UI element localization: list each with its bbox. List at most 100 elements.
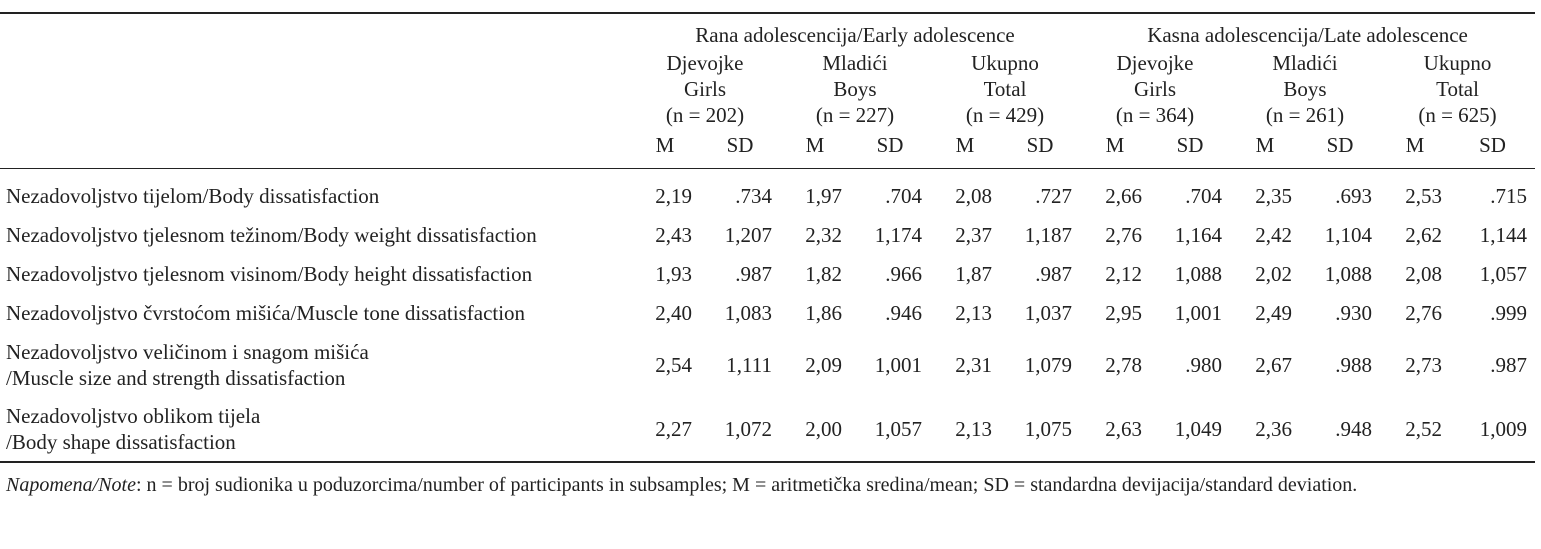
sd-cell: .966 [885,262,922,286]
subgroup-label-en: Total [1436,77,1479,101]
sd-cell: 1,072 [724,417,772,441]
row-label-line: Nezadovoljstvo oblikom tijela [6,404,261,428]
mean-cell: 2,12 [1105,262,1142,286]
mean-cell: 2,73 [1405,353,1442,377]
sd-cell: 1,104 [1324,223,1372,247]
sd-cell: 1,111 [726,353,772,377]
sd-cell: 1,187 [1024,223,1072,247]
mean-cell: 2,66 [1105,184,1142,208]
mean-header: M [780,128,850,169]
sd-cell: 1,088 [1174,262,1222,286]
group-header-late: Kasna adolescencija/Late adolescence [1147,23,1468,47]
table-row: Nezadovoljstvo veličinom i snagom mišića… [0,333,1535,397]
mean-cell: 2,53 [1405,184,1442,208]
group-header-early: Rana adolescencija/Early adolescence [695,23,1015,47]
table-row: Nezadovoljstvo tjelesnom visinom/Body he… [0,255,1535,294]
sd-cell: 1,144 [1479,223,1528,247]
subgroup-label-en: Girls [684,77,726,101]
mean-cell: 2,27 [655,417,692,441]
group-header-row: Rana adolescencija/Early adolescence Kas… [0,13,1535,48]
mean-cell: 1,82 [805,262,842,286]
stat-header-row: M SD M SD M SD M SD M SD M SD [0,128,1536,169]
sd-cell: .946 [885,301,922,325]
row-label: Nezadovoljstvo tjelesnom težinom/Body we… [0,216,630,255]
mean-cell: 1,97 [805,184,842,208]
row-label: Nezadovoljstvo čvrstoćom mišića/Muscle t… [0,294,630,333]
mean-cell: 2,42 [1255,223,1292,247]
note-text: : n = broj sudionika u poduzorcima/numbe… [136,474,1358,496]
mean-header: M [1230,128,1300,169]
mean-cell: 2,36 [1255,417,1292,441]
sd-cell: .693 [1335,184,1372,208]
subgroup-label-hr: Djevojke [666,51,744,75]
row-label: Nezadovoljstvo tjelesnom visinom/Body he… [0,255,630,294]
sd-cell: .980 [1185,353,1222,377]
mean-cell: 2,31 [955,353,992,377]
subgroup-label-hr: Djevojke [1116,51,1194,75]
subgroup-label-en: Total [983,77,1027,101]
row-label-line: Nezadovoljstvo čvrstoćom mišića/Muscle t… [6,301,526,325]
sd-cell: 1,001 [874,353,922,377]
sd-cell: 1,207 [724,223,772,247]
sd-cell: .987 [1490,353,1528,377]
subgroup-label-hr: Ukupno [1423,51,1492,75]
table-note: Napomena/Note: n = broj sudionika u podu… [6,473,1536,497]
sd-cell: 1,001 [1174,301,1222,325]
empty-header-cell [0,13,630,48]
sd-cell: .727 [1035,184,1072,208]
sd-cell: .948 [1335,417,1372,441]
sd-cell: 1,057 [874,417,922,441]
sd-cell: 1,164 [1174,223,1222,247]
row-label-line: Nezadovoljstvo veličinom i snagom mišića [6,340,369,364]
mean-cell: 2,13 [955,417,992,441]
mean-cell: 2,08 [955,184,992,208]
sd-header: SD [700,128,780,169]
subgroup-n: (n = 227) [815,103,895,127]
data-table: Rana adolescencija/Early adolescence Kas… [0,12,1536,463]
sd-cell: .987 [735,262,772,286]
sd-cell: .704 [885,184,922,208]
empty-header-cell [0,48,630,128]
mean-cell: 1,93 [655,262,692,286]
sd-cell: 1,079 [1024,353,1072,377]
sd-cell: 1,088 [1324,262,1372,286]
table-body: Nezadovoljstvo tijelom/Body dissatisfact… [0,169,1535,463]
sd-cell: .987 [1035,262,1072,286]
mean-cell: 2,09 [805,353,842,377]
row-label-line: /Body shape dissatisfaction [6,430,236,454]
table-row: Nezadovoljstvo tijelom/Body dissatisfact… [0,169,1535,217]
row-label-line: Nezadovoljstvo tijelom/Body dissatisfact… [6,184,380,208]
mean-cell: 1,86 [805,301,842,325]
subgroup-header: Mladići Boys (n = 261) [1230,48,1380,128]
sd-cell: .999 [1490,301,1528,325]
sd-header: SD [1000,128,1080,169]
mean-cell: 2,67 [1255,353,1292,377]
sd-cell: 1,009 [1479,417,1528,441]
mean-cell: 2,02 [1255,262,1292,286]
sd-cell: 1,075 [1024,417,1072,441]
mean-cell: 2,63 [1105,417,1142,441]
mean-cell: 2,78 [1105,353,1142,377]
sd-cell: 1,083 [724,301,772,325]
row-label-line: Nezadovoljstvo tjelesnom težinom/Body we… [6,223,537,247]
mean-cell: 2,19 [655,184,692,208]
mean-cell: 2,43 [655,223,692,247]
mean-header: M [930,128,1000,169]
subgroup-n: (n = 429) [965,103,1045,127]
mean-header: M [630,128,700,169]
sd-cell: .988 [1335,353,1372,377]
sd-cell: 1,174 [874,223,922,247]
subgroup-header: Djevojke Girls (n = 202) [630,48,780,128]
mean-cell: 2,00 [805,417,842,441]
sd-cell: .930 [1335,301,1372,325]
subgroup-header: Ukupno Total (n = 429) [930,48,1080,128]
mean-cell: 2,62 [1405,223,1442,247]
table-row: Nezadovoljstvo čvrstoćom mišića/Muscle t… [0,294,1535,333]
sd-cell: 1,057 [1479,262,1528,286]
subgroup-n: (n = 202) [665,103,745,127]
mean-cell: 2,40 [655,301,692,325]
mean-cell: 2,95 [1105,301,1142,325]
subgroup-n: (n = 364) [1115,103,1195,127]
sd-cell: .704 [1185,184,1222,208]
mean-cell: 2,08 [1405,262,1442,286]
